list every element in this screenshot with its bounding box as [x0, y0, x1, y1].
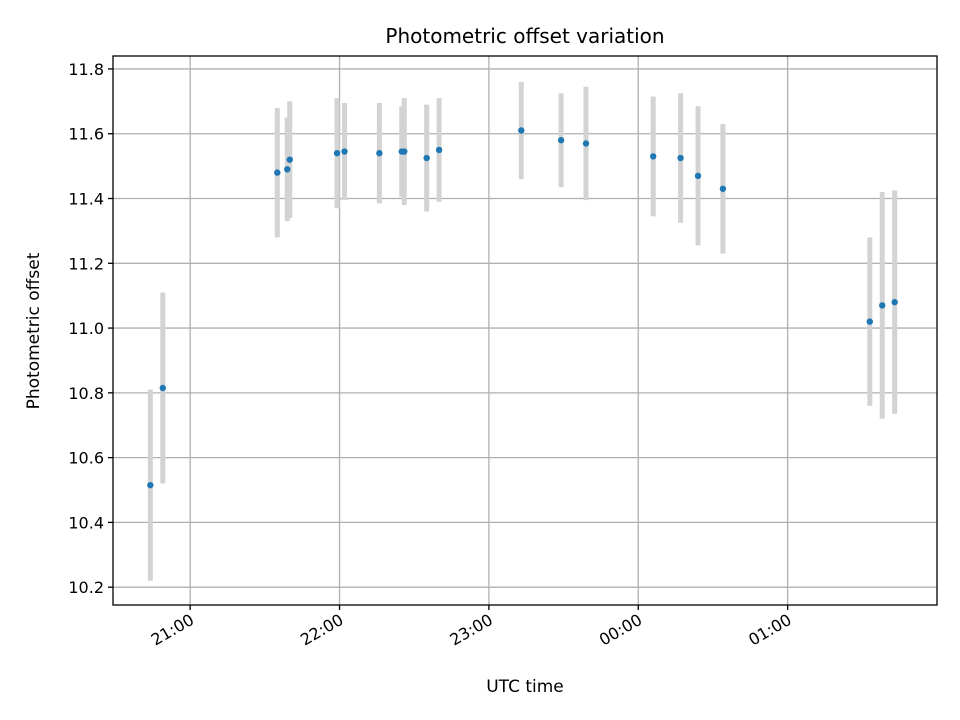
y-tick-label: 11.0: [68, 319, 104, 338]
chart-title: Photometric offset variation: [385, 24, 664, 48]
data-point: [694, 172, 702, 180]
y-tick-label: 11.8: [68, 60, 104, 79]
data-point: [719, 185, 727, 192]
data-point: [879, 302, 886, 309]
y-tick-label: 10.8: [68, 384, 104, 403]
data-point: [866, 318, 873, 325]
data-point: [286, 156, 293, 163]
y-tick-label: 10.4: [68, 513, 104, 532]
data-point: [435, 146, 443, 154]
data-point: [333, 149, 341, 157]
data-point: [582, 140, 590, 147]
data-point: [341, 148, 348, 155]
data-point: [557, 137, 565, 144]
data-point: [650, 153, 657, 160]
y-tick-label: 10.2: [68, 578, 104, 597]
y-tick-label: 11.4: [68, 190, 104, 209]
data-point: [518, 127, 525, 134]
y-tick-label: 11.6: [68, 125, 104, 144]
y-tick-label: 10.6: [68, 449, 104, 468]
data-point: [274, 169, 281, 176]
data-point: [376, 149, 383, 157]
data-point: [284, 166, 291, 173]
data-point: [677, 154, 684, 162]
data-point: [891, 298, 898, 306]
data-point: [401, 148, 408, 155]
point-layer: [147, 127, 898, 489]
data-point: [423, 154, 430, 162]
y-tick-label: 11.2: [68, 254, 104, 273]
y-axis-label: Photometric offset: [24, 252, 44, 409]
x-axis-label: UTC time: [486, 677, 564, 697]
data-point: [159, 384, 166, 392]
data-point: [147, 481, 154, 489]
plot-frame: [112, 55, 938, 606]
